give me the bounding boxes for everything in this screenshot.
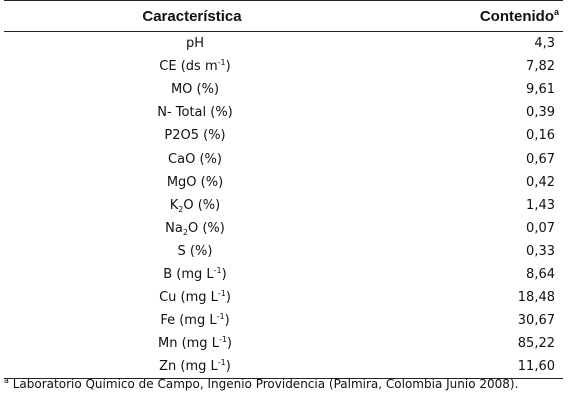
characteristic-suffix: O (%)	[183, 197, 221, 213]
row-characteristic: P2O5 (%)	[4, 124, 380, 147]
row-characteristic: MO (%)	[4, 78, 380, 101]
row-value: 1,43	[526, 197, 555, 213]
characteristic-superscript: -1	[217, 289, 226, 299]
characteristic-suffix: O (%)	[187, 220, 225, 236]
row-characteristic: S (%)	[4, 240, 380, 263]
table-row: N- Total (%) 0,39	[4, 101, 563, 124]
table-row: pH 4,3	[4, 32, 563, 56]
characteristic-suffix: )	[225, 290, 231, 306]
characteristic-text: K	[169, 197, 179, 213]
row-value: 0,67	[526, 151, 555, 167]
characteristic-suffix: )	[226, 336, 232, 352]
table-row: B (mg L-1) 8,64	[4, 263, 563, 286]
row-value: 18,48	[517, 290, 555, 306]
header-row: Característica Contenidoa	[4, 0, 563, 32]
row-value: 0,42	[526, 174, 555, 190]
characteristic-text: Na	[165, 220, 183, 236]
row-value: 7,82	[526, 59, 555, 75]
characteristic-suffix: )	[225, 359, 231, 375]
row-characteristic: B (mg L-1)	[4, 263, 380, 286]
characteristic-text: Cu (mg L	[159, 290, 218, 306]
row-characteristic: Mn (mg L-1)	[4, 332, 380, 355]
header-contenido: Contenidoa	[380, 0, 563, 32]
characteristic-text: pH	[185, 36, 205, 52]
row-characteristic: Na2O (%)	[4, 217, 380, 240]
table-row: K2O (%) 1,43	[4, 194, 563, 217]
table-row: Cu (mg L-1) 18,48	[4, 286, 563, 309]
characteristic-text: P2O5 (%)	[164, 128, 226, 144]
characteristic-subscript: 2	[182, 227, 188, 237]
footnote-text: Laboratorio Químico de Campo, Ingenio Pr…	[12, 377, 519, 391]
characteristic-text: MgO (%)	[166, 174, 224, 190]
header-footnote-mark: a	[553, 7, 559, 17]
header-contenido-label: Contenido	[479, 8, 554, 25]
table-row: S (%) 0,33	[4, 240, 563, 263]
characteristic-superscript: -1	[217, 358, 226, 368]
characteristic-suffix: )	[225, 59, 231, 75]
row-characteristic: Fe (mg L-1)	[4, 309, 380, 332]
characteristic-superscript: -1	[218, 335, 227, 345]
characteristic-text: Mn (mg L	[157, 336, 219, 352]
row-value: 8,64	[526, 266, 555, 282]
characteristic-text: B (mg L	[163, 266, 214, 282]
characteristic-text: Zn (mg L	[159, 359, 218, 375]
row-characteristic: K2O (%)	[4, 194, 380, 217]
row-characteristic: Zn (mg L-1)	[4, 355, 380, 380]
table-row: CaO (%) 0,67	[4, 147, 563, 170]
table-row: Na2O (%) 0,07	[4, 217, 563, 240]
header-caracteristica: Característica	[4, 0, 380, 32]
characteristic-text: N- Total (%)	[157, 105, 233, 121]
table-row: Fe (mg L-1) 30,67	[4, 309, 563, 332]
table-row: MO (%) 9,61	[4, 78, 563, 101]
table-row: CE (ds m-1) 7,82	[4, 55, 563, 78]
table-row: Mn (mg L-1) 85,22	[4, 332, 563, 355]
row-value: 4,3	[534, 36, 555, 52]
characteristic-superscript: -1	[217, 58, 226, 68]
footnote: a Laboratorio Químico de Campo, Ingenio …	[4, 376, 518, 391]
characteristic-superscript: -1	[216, 312, 225, 322]
characteristic-subscript: 2	[178, 204, 184, 214]
row-value: 11,60	[380, 355, 563, 380]
row-value: 0,16	[526, 128, 555, 144]
footnote-mark: a	[4, 376, 9, 385]
table-body: pH 4,3 CE (ds m-1) 7,82 MO (%) 9,61 N- Total (…	[4, 32, 563, 380]
table-row: Zn (mg L-1) 11,60	[4, 355, 563, 380]
row-value: 85,22	[517, 336, 555, 352]
table-row: MgO (%) 0,42	[4, 171, 563, 194]
characteristic-text: CE (ds m	[159, 59, 218, 75]
row-characteristic: CE (ds m-1)	[4, 55, 380, 78]
characteristic-text: MO (%)	[170, 82, 220, 98]
row-characteristic: Cu (mg L-1)	[4, 286, 380, 309]
characteristic-text: CaO (%)	[168, 151, 222, 167]
row-value: 0,39	[526, 105, 555, 121]
soil-analysis-table: Característica Contenidoa pH 4,3 CE (ds m-…	[4, 0, 563, 380]
table-row: P2O5 (%) 0,16	[4, 124, 563, 147]
row-characteristic: pH	[4, 32, 380, 56]
characteristic-text: S (%)	[177, 243, 213, 259]
row-characteristic: N- Total (%)	[4, 101, 380, 124]
row-value: 9,61	[526, 82, 555, 98]
characteristic-superscript: -1	[213, 265, 222, 275]
row-value: 0,33	[526, 243, 555, 259]
characteristic-suffix: )	[221, 266, 227, 282]
data-table: Característica Contenidoa pH 4,3 CE (ds m-…	[4, 0, 563, 380]
characteristic-text: Fe (mg L	[160, 313, 217, 329]
row-characteristic: MgO (%)	[4, 171, 380, 194]
row-characteristic: CaO (%)	[4, 147, 380, 170]
row-value: 30,67	[517, 313, 555, 329]
row-value: 0,07	[526, 220, 555, 236]
characteristic-suffix: )	[224, 313, 230, 329]
